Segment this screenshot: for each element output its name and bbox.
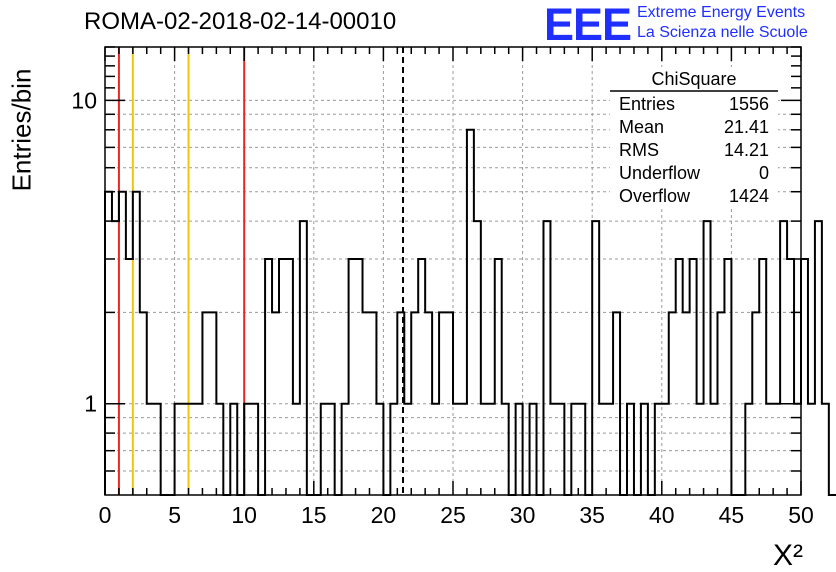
x-tick-label-20: 20	[371, 502, 397, 528]
logo-line-2: La Scienza nelle Scuole	[637, 24, 808, 41]
x-tick-label-0: 0	[99, 502, 112, 528]
x-tick-label-30: 30	[510, 502, 536, 528]
x-axis-label: Χ²	[773, 539, 803, 572]
eee-logo: EEE	[544, 0, 632, 50]
stats-label-mean: Mean	[619, 117, 664, 137]
x-tick-label-5: 5	[168, 502, 181, 528]
y-tick-label-1: 1	[84, 391, 97, 417]
stats-rows: Entries 1556 Mean 21.41 RMS 14.21 Underflow 0 Ov…	[619, 94, 769, 206]
x-tick-labels: 0 5 10 15 20 25 30 35 40 45 50	[99, 502, 814, 528]
marker-lines	[117, 47, 405, 495]
stats-value-entries: 1556	[729, 94, 769, 114]
stats-value-overflow: 1424	[729, 186, 769, 206]
stats-label-rms: RMS	[619, 140, 659, 160]
stats-label-underflow: Underflow	[619, 163, 701, 183]
x-tick-label-10: 10	[231, 502, 257, 528]
y-tick-label-10: 10	[71, 87, 97, 113]
x-tick-label-15: 15	[301, 502, 327, 528]
y-tick-labels: 1 10	[71, 87, 97, 416]
stats-label-entries: Entries	[619, 94, 675, 114]
stats-box: ChiSquare Entries 1556 Mean 21.41 RMS 14.21 Un…	[610, 67, 778, 207]
x-tick-label-50: 50	[788, 502, 814, 528]
logo-line-1: Extreme Energy Events	[637, 4, 806, 21]
stats-value-rms: 14.21	[724, 140, 769, 160]
stats-label-overflow: Overflow	[619, 186, 691, 206]
stats-title: ChiSquare	[651, 69, 736, 89]
x-tick-label-25: 25	[440, 502, 466, 528]
x-tick-label-35: 35	[579, 502, 605, 528]
stats-value-mean: 21.41	[724, 117, 769, 137]
x-tick-label-40: 40	[649, 502, 675, 528]
x-tick-label-45: 45	[719, 502, 745, 528]
axis-ticks	[104, 46, 802, 495]
stats-value-underflow: 0	[759, 163, 769, 183]
run-title: ROMA-02-2018-02-14-00010	[84, 8, 397, 35]
